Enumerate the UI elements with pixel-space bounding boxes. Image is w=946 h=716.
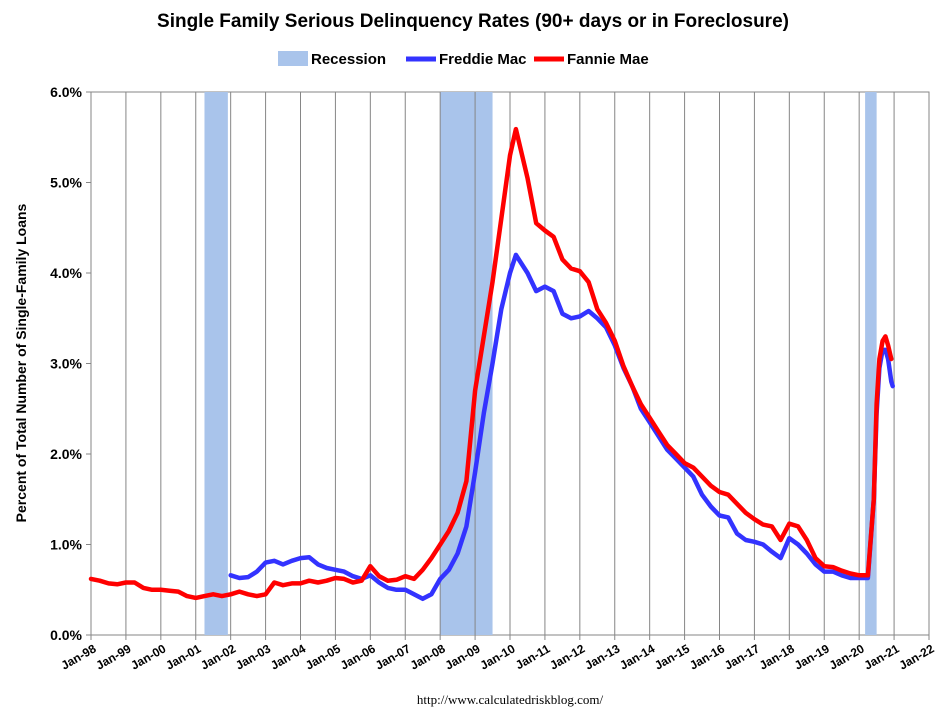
x-tick-label-13: Jan-11 [513,641,553,672]
legend-fannie-label: Fannie Mae [567,51,649,68]
legend: Recession Freddie Mac Fannie Mae [278,51,649,68]
y-tick-label-1: 1.0% [50,537,82,553]
y-tick-label-3: 3.0% [50,356,82,372]
recession-bands [204,92,877,635]
y-tick-label-6: 6.0% [50,84,82,100]
recession-band-0 [204,92,228,635]
x-tick-label-9: Jan-07 [373,641,413,672]
y-axis-label: Percent of Total Number of Single-Family… [13,203,29,522]
y-tick-label-2: 2.0% [50,446,82,462]
series-lines [88,126,895,602]
recession-band-1 [440,92,493,635]
series-line-fannie-mae [88,126,894,601]
x-tick-label-7: Jan-05 [303,641,343,672]
y-tick-label-5: 5.0% [50,175,82,191]
y-tick-label-4: 4.0% [50,265,82,281]
vertical-gridlines [125,92,895,635]
x-tick-label-21: Jan-19 [792,641,832,672]
x-tick-label-10: Jan-08 [408,641,448,672]
x-tick-label-14: Jan-12 [547,641,587,672]
x-tick-label-3: Jan-01 [163,641,203,672]
x-tick-label-6: Jan-04 [268,641,308,672]
x-tick-label-4: Jan-02 [198,641,238,672]
x-tick-label-16: Jan-14 [617,641,657,672]
y-tick-label-0: 0.0% [50,627,82,643]
x-tick-label-12: Jan-10 [478,641,518,672]
x-axis-ticks: Jan-98Jan-99Jan-00Jan-01Jan-02Jan-03Jan-… [59,635,937,673]
x-tick-label-22: Jan-20 [827,641,867,672]
x-tick-label-23: Jan-21 [862,641,902,672]
y-axis-ticks: 0.0% 1.0% 2.0% 3.0% 4.0% 5.0% 6.0% [50,84,91,643]
chart-title: Single Family Serious Delinquency Rates … [157,11,789,32]
x-tick-label-1: Jan-99 [93,641,133,672]
recession-band-2 [865,92,877,635]
x-tick-label-5: Jan-03 [233,641,273,672]
legend-freddie-label: Freddie Mac [439,51,527,68]
source-url: http://www.calculatedriskblog.com/ [417,692,604,707]
x-tick-label-11: Jan-09 [443,641,483,672]
x-tick-label-20: Jan-18 [757,641,797,672]
series-line-freddie-mac [228,252,895,602]
legend-recession-swatch [278,51,308,66]
legend-recession-label: Recession [311,51,386,68]
x-tick-label-2: Jan-00 [128,641,168,672]
x-tick-label-19: Jan-17 [722,641,762,672]
x-tick-label-15: Jan-13 [582,641,622,672]
x-tick-label-24: Jan-22 [897,641,937,672]
x-tick-label-17: Jan-15 [652,641,692,672]
x-tick-label-18: Jan-16 [687,641,727,672]
x-tick-label-8: Jan-06 [338,641,378,672]
x-tick-label-0: Jan-98 [59,641,99,672]
